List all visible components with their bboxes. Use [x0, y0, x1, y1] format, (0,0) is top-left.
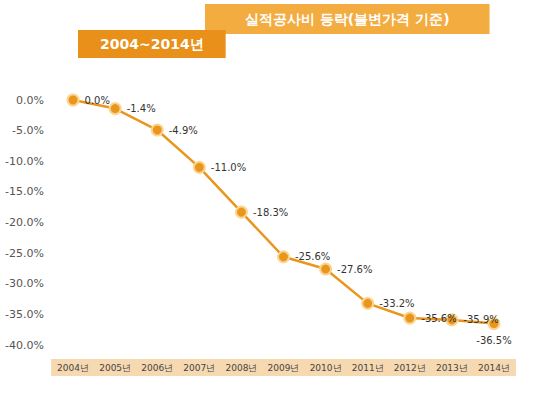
svg-text:2007년: 2007년 [183, 363, 215, 373]
svg-text:0.0%: 0.0% [16, 94, 44, 107]
svg-text:2004~2014년: 2004~2014년 [100, 36, 204, 52]
svg-text:2011년: 2011년 [352, 363, 384, 373]
svg-text:2012년: 2012년 [394, 363, 426, 373]
svg-text:-40.0%: -40.0% [5, 339, 44, 352]
svg-text:-11.0%: -11.0% [211, 162, 246, 173]
svg-text:-36.5%: -36.5% [476, 335, 511, 346]
svg-text:-27.6%: -27.6% [337, 264, 372, 275]
svg-text:-33.2%: -33.2% [379, 298, 414, 309]
svg-text:-35.9%: -35.9% [463, 314, 498, 325]
svg-text:2014년: 2014년 [478, 363, 510, 373]
svg-text:-30.0%: -30.0% [5, 277, 44, 290]
svg-text:-25.0%: -25.0% [5, 247, 44, 260]
svg-text:2013년: 2013년 [436, 363, 468, 373]
svg-text:-1.4%: -1.4% [127, 103, 156, 114]
svg-text:-25.6%: -25.6% [295, 251, 330, 262]
svg-text:2004년: 2004년 [57, 363, 89, 373]
svg-text:-10.0%: -10.0% [5, 155, 44, 168]
svg-text:-18.3%: -18.3% [253, 207, 288, 218]
svg-text:-15.0%: -15.0% [5, 185, 44, 198]
svg-text:실적공사비 등락(불변가격 기준): 실적공사비 등락(불변가격 기준) [245, 11, 450, 27]
svg-text:0.0%: 0.0% [85, 95, 110, 106]
svg-text:2006년: 2006년 [141, 363, 173, 373]
svg-text:-20.0%: -20.0% [5, 216, 44, 229]
svg-text:2009년: 2009년 [268, 363, 300, 373]
svg-text:2010년: 2010년 [310, 363, 342, 373]
svg-text:-4.9%: -4.9% [169, 125, 198, 136]
svg-text:2005년: 2005년 [99, 363, 131, 373]
svg-text:-35.0%: -35.0% [5, 308, 44, 321]
svg-text:-5.0%: -5.0% [12, 124, 44, 137]
svg-text:2008년: 2008년 [225, 363, 257, 373]
svg-text:-35.6%: -35.6% [421, 313, 456, 324]
